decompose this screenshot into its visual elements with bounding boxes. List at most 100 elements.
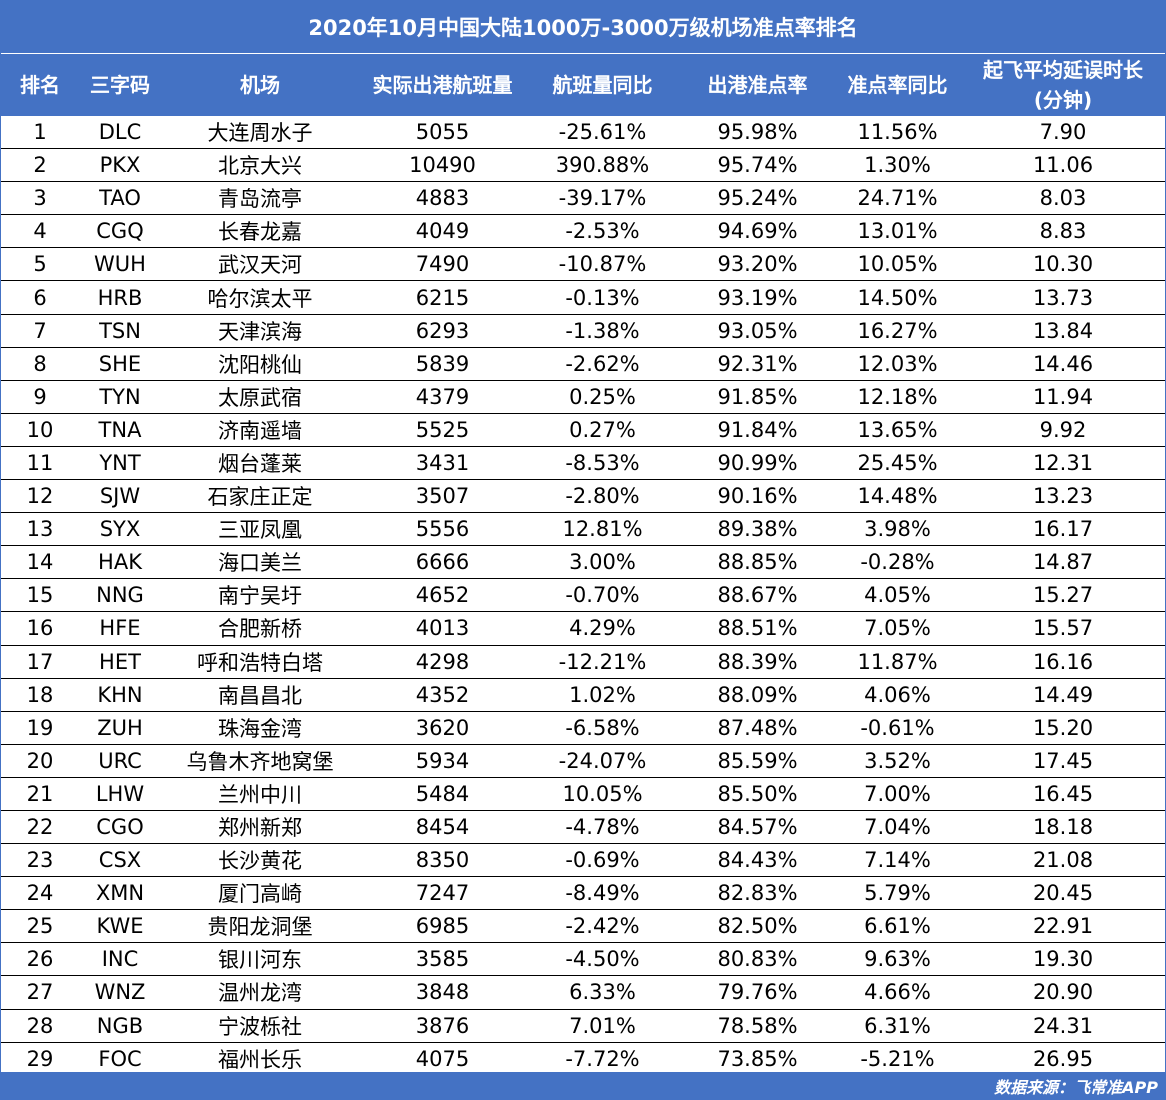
cell-departures-yoy: -0.69% — [565, 848, 640, 873]
cell-departures: 8454 — [415, 815, 470, 840]
cell-rank: 18 — [26, 682, 54, 707]
cell-ontime-yoy: 7.14% — [864, 848, 931, 873]
cell-code: YNT — [99, 450, 141, 475]
cell-departures-yoy: -25.61% — [558, 120, 647, 145]
cell-avg-delay: 14.46 — [1032, 351, 1094, 376]
cell-airport: 北京大兴 — [218, 154, 302, 179]
cell-airport: 呼和浩特白塔 — [197, 650, 323, 675]
cell-airport: 郑州新郑 — [218, 816, 302, 841]
table-row: 16 HFE 合肥新桥 4013 4.29% 88.51% 7.05% 15.57 — [0, 612, 1166, 646]
cell-rank: 11 — [26, 450, 54, 475]
cell-ontime-rate: 84.43% — [717, 848, 798, 873]
cell-ontime-rate: 80.83% — [717, 947, 798, 972]
table-row: 7 TSN 天津滨海 6293 -1.38% 93.05% 16.27% 13.84 — [0, 315, 1166, 348]
table-row: 18 KHN 南昌昌北 4352 1.02% 88.09% 4.06% 14.49 — [0, 679, 1166, 712]
cell-code: WNZ — [94, 980, 146, 1005]
table-row: 21 LHW 兰州中川 5484 10.05% 85.50% 7.00% 16.45 — [0, 778, 1166, 811]
cell-departures: 6215 — [415, 285, 470, 310]
cell-ontime-rate: 82.50% — [717, 914, 798, 939]
table-row: 24 XMN 厦门高崎 7247 -8.49% 82.83% 5.79% 20.45 — [0, 877, 1166, 911]
cell-departures: 4298 — [415, 649, 470, 674]
cell-departures: 3848 — [415, 980, 470, 1005]
cell-code: SJW — [99, 484, 141, 509]
header-avg-delay-unit: (分钟) — [1033, 88, 1093, 112]
cell-airport: 厦门高崎 — [218, 882, 302, 907]
cell-ontime-rate: 91.84% — [717, 417, 798, 442]
cell-ontime-rate: 88.51% — [717, 616, 798, 641]
cell-rank: 25 — [26, 914, 54, 939]
cell-rank: 9 — [33, 384, 47, 409]
cell-airport: 长沙黄花 — [218, 849, 302, 874]
cell-departures-yoy: 7.01% — [569, 1013, 636, 1038]
cell-ontime-yoy: -0.28% — [860, 550, 935, 575]
table-row: 10 TNA 济南遥墙 5525 0.27% 91.84% 13.65% 9.92 — [0, 414, 1166, 447]
cell-avg-delay: 13.84 — [1032, 318, 1094, 343]
cell-airport: 哈尔滨太平 — [207, 286, 313, 311]
header-departures-yoy: 航班量同比 — [552, 73, 653, 97]
table-row: 4 CGQ 长春龙嘉 4049 -2.53% 94.69% 13.01% 8.83 — [0, 215, 1166, 249]
cell-code: TSN — [99, 318, 141, 343]
cell-ontime-yoy: 16.27% — [857, 318, 938, 343]
cell-rank: 10 — [26, 417, 54, 442]
cell-avg-delay: 9.92 — [1039, 417, 1087, 442]
cell-ontime-rate: 85.59% — [717, 748, 798, 773]
cell-departures: 6666 — [415, 550, 470, 575]
header-ontime-yoy: 准点率同比 — [847, 73, 948, 97]
cell-airport: 三亚凤凰 — [218, 518, 302, 543]
cell-departures-yoy: -39.17% — [558, 186, 647, 211]
cell-ontime-rate: 95.98% — [717, 120, 798, 145]
cell-ontime-rate: 85.50% — [717, 781, 798, 806]
cell-ontime-yoy: 4.05% — [864, 583, 931, 608]
cell-avg-delay: 14.87 — [1032, 550, 1094, 575]
data-source-footer: 数据来源：飞常准APP — [0, 1072, 1166, 1100]
cell-departures-yoy: -0.13% — [565, 285, 640, 310]
cell-code: NNG — [96, 583, 144, 608]
table-row: 12 SJW 石家庄正定 3507 -2.80% 90.16% 14.48% 13.23 — [0, 480, 1166, 514]
cell-rank: 6 — [33, 285, 47, 310]
cell-avg-delay: 16.17 — [1032, 517, 1094, 542]
cell-code: HAK — [98, 550, 142, 575]
cell-departures-yoy: -7.72% — [565, 1046, 640, 1071]
cell-code: HFE — [99, 616, 141, 641]
cell-rank: 24 — [26, 881, 54, 906]
cell-airport: 合肥新桥 — [218, 617, 302, 642]
cell-code: DLC — [98, 120, 142, 145]
cell-departures-yoy: 3.00% — [569, 550, 636, 575]
cell-airport: 珠海金湾 — [218, 716, 302, 741]
cell-code: TNA — [98, 417, 142, 442]
cell-ontime-yoy: 11.56% — [857, 120, 938, 145]
table-title: 2020年10月中国大陆1000万-3000万级机场准点率排名 — [0, 0, 1166, 54]
cell-airport: 温州龙湾 — [218, 981, 302, 1006]
cell-avg-delay: 10.30 — [1032, 252, 1094, 277]
cell-code: KHN — [97, 682, 143, 707]
cell-rank: 22 — [26, 815, 54, 840]
cell-rank: 4 — [33, 219, 47, 244]
cell-airport: 武汉天河 — [218, 253, 302, 278]
cell-departures-yoy: -2.80% — [565, 484, 640, 509]
table-row: 22 CGO 郑州新郑 8454 -4.78% 84.57% 7.04% 18.18 — [0, 811, 1166, 845]
cell-avg-delay: 24.31 — [1032, 1013, 1094, 1038]
table-header: 排名 三字码 机场 实际出港航班量 航班量同比 出港准点率 准点率同比 起飞平均… — [0, 54, 1166, 116]
cell-avg-delay: 14.49 — [1032, 682, 1094, 707]
cell-airport: 太原武宿 — [218, 385, 302, 410]
cell-rank: 16 — [26, 616, 54, 641]
cell-departures-yoy: -8.53% — [565, 450, 640, 475]
cell-avg-delay: 21.08 — [1032, 848, 1094, 873]
cell-code: TAO — [99, 186, 141, 211]
cell-ontime-rate: 90.16% — [717, 484, 798, 509]
cell-ontime-yoy: 7.04% — [864, 815, 931, 840]
cell-departures: 5839 — [415, 351, 470, 376]
cell-departures: 4013 — [415, 616, 470, 641]
cell-ontime-rate: 84.57% — [717, 815, 798, 840]
table-row: 19 ZUH 珠海金湾 3620 -6.58% 87.48% -0.61% 15.20 — [0, 712, 1166, 745]
cell-avg-delay: 20.45 — [1032, 881, 1094, 906]
cell-ontime-yoy: 6.31% — [864, 1013, 931, 1038]
cell-rank: 5 — [33, 252, 47, 277]
cell-ontime-rate: 95.24% — [717, 186, 798, 211]
cell-avg-delay: 15.57 — [1032, 616, 1094, 641]
cell-avg-delay: 8.83 — [1039, 219, 1087, 244]
cell-departures: 6293 — [415, 318, 470, 343]
cell-airport: 兰州中川 — [218, 782, 302, 807]
cell-code: CGQ — [96, 219, 144, 244]
cell-ontime-yoy: 3.98% — [864, 517, 931, 542]
